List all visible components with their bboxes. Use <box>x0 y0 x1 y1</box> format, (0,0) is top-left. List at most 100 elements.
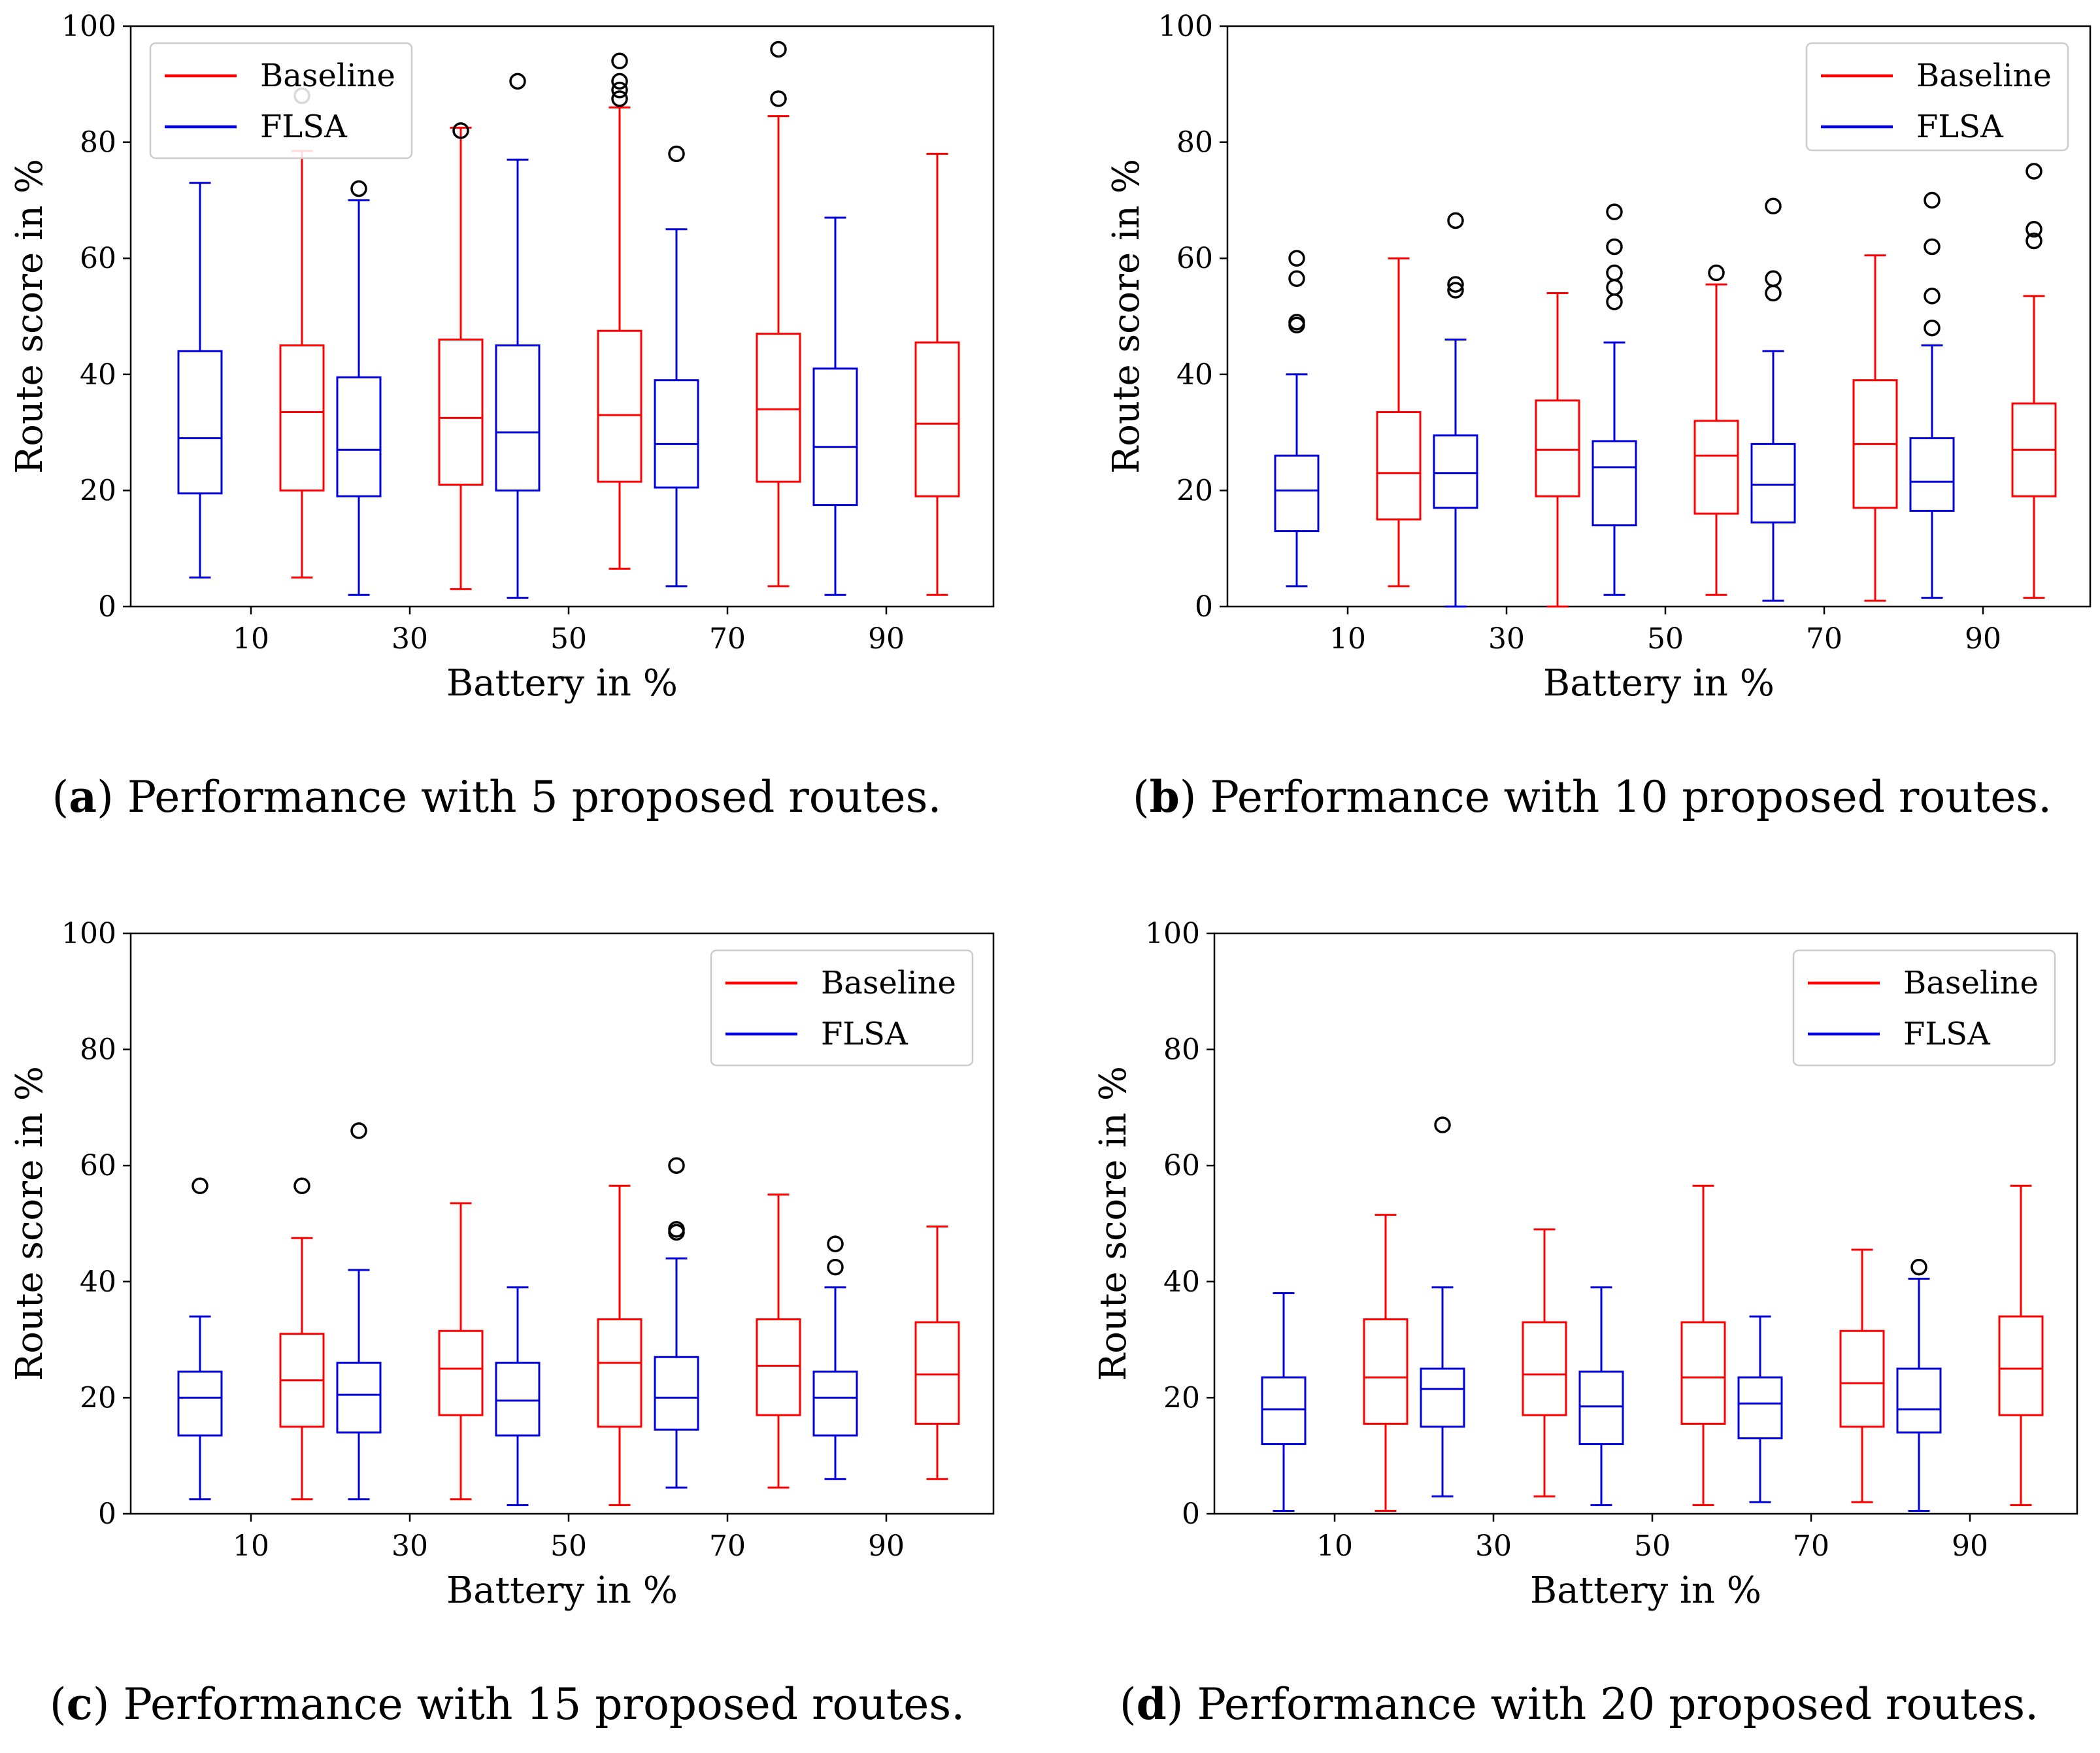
box-baseline-90 <box>914 1225 960 1480</box>
chart-panel-a: 0 20 40 60 80 100 10 30 50 70 90 Battery in % Route … <box>8 10 995 822</box>
box-flsa-30 <box>336 1122 382 1501</box>
legend-label-baseline: Baseline <box>260 58 395 94</box>
iqr-box <box>914 341 960 497</box>
outlier-point <box>770 41 787 58</box>
x-tick-label: 10 <box>233 1529 269 1563</box>
y-tick-label: 40 <box>80 1265 116 1299</box>
iqr-box <box>1839 1329 1885 1428</box>
panel-caption-label: d <box>1137 1678 1167 1729</box>
y-tick-label: 40 <box>1176 358 1213 392</box>
outlier-point <box>1765 270 1782 288</box>
y-tick-label: 40 <box>1163 1265 1200 1299</box>
outlier-point <box>1447 282 1464 299</box>
box-baseline-30 <box>438 122 484 590</box>
legend-frame <box>710 949 974 1067</box>
box-baseline-30 <box>438 1202 484 1501</box>
box-baseline-30 <box>1535 292 1580 608</box>
axes-frame <box>1226 25 2092 608</box>
panel-caption: (b) Performance with 10 proposed routes. <box>1133 771 2052 822</box>
x-tick-label: 70 <box>1806 622 1842 656</box>
iqr-box <box>177 1370 223 1437</box>
outlier-point <box>192 1177 208 1195</box>
outlier-point <box>1765 284 1782 302</box>
legend-frame <box>1792 949 2056 1067</box>
outlier-point <box>1447 212 1464 229</box>
panel-caption: (a) Performance with 5 proposed routes. <box>52 771 942 822</box>
iqr-box <box>654 379 699 489</box>
outlier-point <box>293 1177 310 1195</box>
legend-label-flsa: FLSA <box>1903 1016 1991 1052</box>
x-axis-label: Battery in % <box>446 662 678 705</box>
box-baseline-70 <box>1852 254 1898 602</box>
y-axis-label: Route score in % <box>8 1066 51 1381</box>
legend-frame <box>1805 42 2069 152</box>
outlier-point <box>2025 163 2042 180</box>
iqr-box <box>1750 442 1796 524</box>
iqr-box <box>812 367 858 507</box>
box-flsa-50 <box>1592 203 1637 596</box>
x-tick-label: 30 <box>1488 622 1525 656</box>
axes-frame <box>129 932 995 1515</box>
iqr-box <box>1998 1315 2044 1416</box>
legend-frame <box>149 42 413 159</box>
outlier-point <box>1708 264 1725 282</box>
legend-label-flsa: FLSA <box>1916 109 2004 145</box>
iqr-box <box>1680 1321 1726 1425</box>
iqr-box <box>1578 1370 1624 1445</box>
x-tick-label: 30 <box>392 1529 428 1563</box>
iqr-box <box>1363 1318 1408 1425</box>
y-tick-label: 20 <box>1163 1381 1200 1414</box>
box-flsa-90 <box>1909 192 1955 599</box>
box-flsa-50 <box>495 1286 541 1507</box>
y-tick-label: 60 <box>1176 242 1213 275</box>
legend: Baseline FLSA <box>1792 949 2056 1067</box>
box-baseline-70 <box>1839 1248 1885 1503</box>
y-tick-label: 0 <box>98 590 116 624</box>
y-tick-label: 80 <box>80 1033 116 1067</box>
iqr-box <box>495 344 541 492</box>
x-tick-label: 90 <box>868 1529 905 1563</box>
y-tick-label: 60 <box>80 1149 116 1182</box>
box-flsa-10 <box>1274 250 1320 588</box>
x-tick-label: 70 <box>709 622 746 656</box>
x-axis-label: Battery in % <box>1543 662 1775 705</box>
x-tick-label: 70 <box>709 1529 746 1563</box>
y-tick-label: 100 <box>61 10 116 43</box>
panel-caption: (d) Performance with 20 proposed routes. <box>1120 1678 2039 1729</box>
panel-caption-label: a <box>69 771 97 822</box>
iqr-box <box>914 1321 960 1425</box>
chart-panel-c: 0 20 40 60 80 100 10 30 50 70 90 Battery in % Route … <box>8 917 995 1729</box>
box-flsa-90 <box>812 1235 858 1480</box>
chart-panel-b: 0 20 40 60 80 100 10 30 50 70 90 Battery in % Route … <box>1105 10 2092 822</box>
outlier-point <box>1288 314 1305 331</box>
outlier-point <box>1924 192 1941 209</box>
outlier-point <box>827 1258 844 1276</box>
box-flsa-30 <box>1420 1116 1465 1497</box>
box-baseline-10 <box>279 1177 325 1501</box>
box-baseline-50 <box>597 52 642 570</box>
box-baseline-10 <box>1363 1214 1408 1512</box>
outlier-point <box>611 81 628 99</box>
legend-label-baseline: Baseline <box>1916 58 2052 94</box>
outlier-point <box>1288 270 1305 288</box>
chart-panel-d: 0 20 40 60 80 100 10 30 50 70 90 Battery in % Route … <box>1092 917 2078 1729</box>
y-tick-label: 100 <box>1158 10 1213 43</box>
box-flsa-70 <box>654 1157 699 1489</box>
legend-label-flsa: FLSA <box>821 1016 908 1052</box>
y-tick-label: 100 <box>61 917 116 950</box>
iqr-box <box>336 1361 382 1434</box>
iqr-box <box>1896 1367 1942 1434</box>
outlier-point <box>1910 1258 1927 1276</box>
box-flsa-10 <box>177 182 223 579</box>
box-flsa-50 <box>1578 1286 1624 1507</box>
panel-caption-label: c <box>67 1678 93 1729</box>
outlier-point <box>1606 264 1623 282</box>
y-tick-label: 40 <box>80 358 116 392</box>
box-baseline-10 <box>279 87 325 579</box>
iqr-box <box>1535 399 1580 497</box>
outlier-point <box>611 90 628 107</box>
x-tick-label: 70 <box>1793 1529 1829 1563</box>
y-axis-label: Route score in % <box>8 159 51 474</box>
x-tick-label: 50 <box>550 622 587 656</box>
